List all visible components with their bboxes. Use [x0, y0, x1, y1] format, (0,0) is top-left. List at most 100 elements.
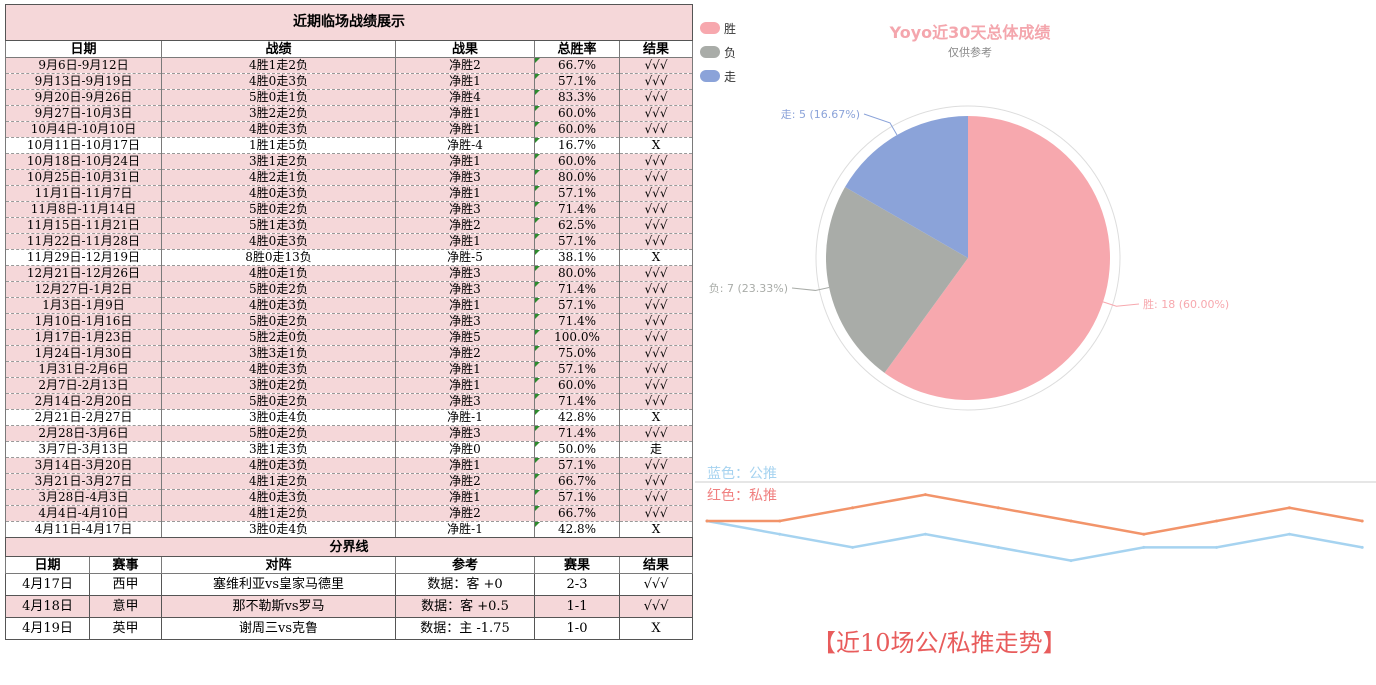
row-date: 9月20日-9月26日 [5, 89, 162, 106]
row-rate: 80.0% [534, 265, 620, 282]
match-date: 4月18日 [5, 595, 90, 618]
line-legend-public: 蓝色：公推 [707, 466, 777, 482]
match-league: 意甲 [89, 595, 162, 618]
table-row: 10月25日-10月31日 4胜2走1负 净胜3 80.0% √√√ [5, 169, 694, 186]
pie-chart-subtitle: 仅供参考 [948, 46, 992, 59]
row-rate: 71.4% [534, 425, 620, 442]
row-outcome: 净胜2 [395, 345, 535, 362]
row-date: 2月7日-2月13日 [5, 377, 162, 394]
match-row: 4月19日 英甲 谢周三vs克鲁 数据：主 -1.75 1-0 X [5, 617, 694, 640]
legend-label-win: 胜 [724, 21, 737, 36]
row-outcome: 净胜1 [395, 361, 535, 378]
row-outcome: 净胜3 [395, 265, 535, 282]
line-point-1-5 [1069, 519, 1073, 523]
row-record: 3胜2走2负 [161, 105, 396, 122]
line-point-1-3 [923, 493, 927, 497]
pie-label-line-2 [863, 113, 898, 136]
row-outcome: 净胜3 [395, 313, 535, 330]
row-result: 走 [618, 441, 694, 458]
legend-item-loss[interactable]: 负 [700, 40, 736, 64]
line-point-0-6 [1142, 545, 1146, 549]
row-result: √√√ [618, 217, 694, 234]
row-date: 3月7日-3月13日 [5, 441, 162, 458]
match-ref: 数据：主 -1.75 [395, 617, 535, 640]
row-result: √√√ [618, 73, 694, 90]
row-date: 11月8日-11月14日 [5, 201, 162, 218]
match-result: √√√ [618, 573, 694, 596]
legend-swatch-win [700, 22, 720, 34]
legend-item-win[interactable]: 胜 [700, 16, 736, 40]
pie-label-line-0 [1102, 301, 1140, 307]
table-row: 1月24日-1月30日 3胜3走1负 净胜2 75.0% √√√ [5, 345, 694, 362]
trend-chart-title: 【近10场公/私推走势】 [812, 629, 1067, 657]
match-date: 4月17日 [5, 573, 90, 596]
row-outcome: 净胜2 [395, 57, 535, 74]
row-date: 9月27日-10月3日 [5, 105, 162, 122]
row-result: √√√ [618, 473, 694, 490]
match-teams: 谢周三vs克鲁 [161, 617, 396, 640]
row-date: 10月25日-10月31日 [5, 169, 162, 186]
match-ref: 数据：客 +0 [395, 573, 535, 596]
table-row: 3月7日-3月13日 3胜1走3负 净胜0 50.0% 走 [5, 441, 694, 458]
table-row: 1月10日-1月16日 5胜0走2负 净胜3 71.4% √√√ [5, 313, 694, 330]
row-result: X [618, 409, 694, 426]
pie-slice-1[interactable] [826, 187, 968, 373]
row-date: 12月21日-12月26日 [5, 265, 162, 282]
row-record: 3胜0走4负 [161, 521, 396, 538]
row-outcome: 净胜2 [395, 473, 535, 490]
table-row: 1月31日-2月6日 4胜0走3负 净胜1 57.1% √√√ [5, 361, 694, 378]
pie-outer-ring [815, 105, 1121, 411]
line-point-1-0 [705, 519, 709, 523]
row-rate: 42.8% [534, 521, 620, 538]
table-row: 9月13日-9月19日 4胜0走3负 净胜1 57.1% √√√ [5, 73, 694, 90]
row-date: 10月18日-10月24日 [5, 153, 162, 170]
bottom-header-row: 日期 赛事 对阵 参考 赛果 结果 [5, 556, 694, 574]
line-point-1-2 [851, 506, 855, 510]
row-record: 4胜0走3负 [161, 361, 396, 378]
legend-item-push[interactable]: 走 [700, 64, 736, 88]
match-score: 2-3 [534, 573, 620, 596]
line-point-1-9 [1360, 519, 1364, 523]
row-result: √√√ [618, 201, 694, 218]
row-rate: 57.1% [534, 73, 620, 90]
row-record: 4胜0走3负 [161, 489, 396, 506]
row-rate: 83.3% [534, 89, 620, 106]
line-point-1-4 [996, 506, 1000, 510]
pie-label-line-1 [791, 287, 830, 291]
row-result: X [618, 137, 694, 154]
row-date: 11月29日-12月19日 [5, 249, 162, 266]
table-row: 12月27日-1月2日 5胜0走2负 净胜3 71.4% √√√ [5, 281, 694, 298]
row-result: √√√ [618, 153, 694, 170]
row-date: 3月28日-4月3日 [5, 489, 162, 506]
pie-chart: 胜: 18 (60.00%) 负: 7 (23.33%) 走: 5 (16.67%) [709, 108, 1229, 400]
row-record: 4胜0走3负 [161, 297, 396, 314]
row-date: 1月31日-2月6日 [5, 361, 162, 378]
line-point-0-7 [1215, 545, 1219, 549]
table-row: 11月22日-11月28日 4胜0走3负 净胜1 57.1% √√√ [5, 233, 694, 250]
row-result: √√√ [618, 265, 694, 282]
match-row: 4月17日 西甲 塞维利亚vs皇家马德里 数据：客 +0 2-3 √√√ [5, 573, 694, 596]
pie-data-label-0: 胜: 18 (60.00%) [1143, 297, 1229, 311]
line-point-1-6 [1142, 532, 1146, 536]
line-point-0-1 [778, 532, 782, 536]
line-point-0-2 [851, 545, 855, 549]
pie-data-label-1: 负: 7 (23.33%) [709, 281, 788, 295]
pie-slice-0[interactable] [884, 116, 1111, 400]
row-record: 3胜0走2负 [161, 377, 396, 394]
row-result: √√√ [618, 489, 694, 506]
match-league: 英甲 [89, 617, 162, 640]
match-teams: 塞维利亚vs皇家马德里 [161, 573, 396, 596]
row-record: 4胜0走3负 [161, 457, 396, 474]
bottom-header-score: 赛果 [534, 556, 620, 574]
row-date: 4月11日-4月17日 [5, 521, 162, 538]
row-record: 5胜0走2负 [161, 201, 396, 218]
row-result: √√√ [618, 457, 694, 474]
divider-label: 分界线 [4, 537, 694, 557]
pie-legend: 胜 负 走 [700, 16, 736, 88]
table-row: 2月14日-2月20日 5胜0走2负 净胜3 71.4% √√√ [5, 393, 694, 410]
row-date: 2月21日-2月27日 [5, 409, 162, 426]
row-rate: 75.0% [534, 345, 620, 362]
pie-slice-2[interactable] [845, 116, 968, 258]
line-point-1-8 [1287, 506, 1291, 510]
